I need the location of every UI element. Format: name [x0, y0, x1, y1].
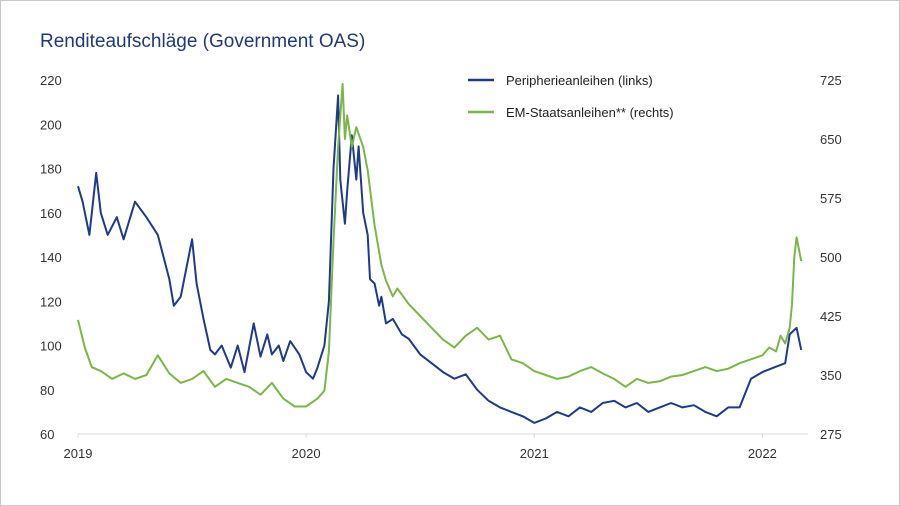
x-tick-label: 2022 [748, 446, 777, 461]
legend: Peripherieanleihen (links) EM-Staatsanlei… [468, 73, 674, 120]
left-tick-label: 80 [40, 383, 54, 398]
chart-title: Renditeaufschläge (Government OAS) [40, 31, 366, 52]
right-tick-label: 725 [820, 73, 842, 88]
series-line-em-staatsanleihen [77, 82, 803, 408]
left-tick-label: 160 [40, 206, 62, 221]
x-tick-label: 2019 [64, 446, 93, 461]
right-tick-label: 350 [820, 368, 842, 383]
legend-label: EM-Staatsanleihen** (rechts) [506, 105, 674, 120]
right-tick-label: 650 [820, 132, 842, 147]
right-tick-label: 500 [820, 250, 842, 265]
x-axis: 2019 2020 2021 2022 [64, 433, 808, 461]
series-line-peripherieanleihen [77, 94, 803, 424]
right-tick-label: 575 [820, 191, 842, 206]
x-tick-label: 2021 [520, 446, 549, 461]
x-tick-label: 2020 [292, 446, 321, 461]
left-axis: 60 80 100 120 140 160 180 200 220 [40, 73, 62, 442]
series-layer [77, 82, 803, 424]
right-tick-label: 275 [820, 427, 842, 442]
left-tick-label: 140 [40, 250, 62, 265]
left-tick-label: 120 [40, 294, 62, 309]
legend-label: Peripherieanleihen (links) [506, 73, 653, 88]
right-tick-label: 425 [820, 309, 842, 324]
right-axis: 275 350 425 500 575 650 725 [820, 73, 842, 442]
left-tick-label: 200 [40, 117, 62, 132]
left-tick-label: 100 [40, 339, 62, 354]
left-tick-label: 220 [40, 73, 62, 88]
left-tick-label: 180 [40, 162, 62, 177]
left-tick-label: 60 [40, 427, 54, 442]
